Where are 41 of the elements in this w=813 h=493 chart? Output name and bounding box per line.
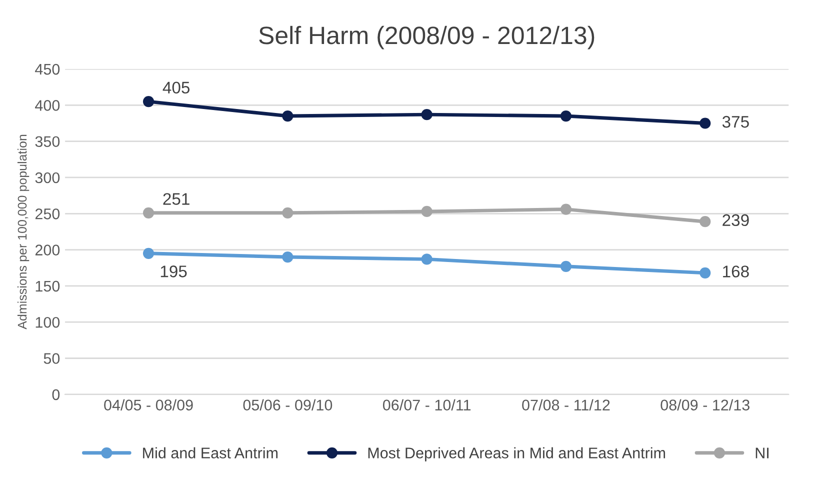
y-tick-label: 100	[36, 316, 60, 328]
data-label: 251	[163, 193, 190, 205]
point	[142, 248, 154, 259]
x-tick-label: 04/05 - 08/09	[104, 399, 193, 410]
y-tick-label: 250	[35, 208, 60, 220]
point	[700, 118, 711, 129]
y-tick-label: 300	[35, 172, 60, 184]
y-tick-label: 150	[36, 280, 60, 292]
legend-label: NI	[756, 448, 768, 458]
point	[142, 207, 154, 218]
point	[282, 251, 294, 263]
y-tick-label: 0	[52, 389, 60, 400]
x-tick-label: 05/06 - 09/10	[243, 399, 332, 410]
y-tick-label: 350	[35, 136, 60, 148]
point	[142, 96, 154, 108]
chart-title: Self Harm (2008/09 - 2012/13)	[259, 26, 594, 50]
x-tick-label: 07/08 - 11/12	[522, 399, 610, 410]
y-axis-title: Admissions per 100,000 population	[17, 134, 30, 330]
point	[421, 206, 432, 218]
y-tick-label: 50	[44, 353, 60, 364]
x-tick-label: 06/07 - 10/11	[382, 399, 471, 410]
point	[560, 204, 572, 215]
point	[282, 110, 294, 122]
data-label: 405	[162, 82, 190, 94]
y-tick-label: 200	[35, 244, 60, 256]
point	[421, 254, 432, 265]
data-label: 168	[723, 266, 749, 278]
data-label: 195	[160, 266, 187, 278]
data-label: 239	[722, 214, 749, 226]
point	[282, 207, 294, 218]
point	[700, 267, 711, 278]
data-label: 375	[722, 116, 749, 128]
point	[560, 260, 572, 272]
x-tick-label: 08/09 - 12/13	[660, 399, 750, 410]
legend-label: Mid and East Antrim	[143, 447, 278, 458]
y-tick-label: 400	[35, 100, 60, 111]
y-tick-label: 450	[35, 64, 60, 75]
point	[421, 109, 432, 120]
point	[560, 110, 572, 122]
legend-label: Most Deprived Areas in Mid and East Antrim	[368, 447, 666, 462]
point	[700, 216, 711, 228]
